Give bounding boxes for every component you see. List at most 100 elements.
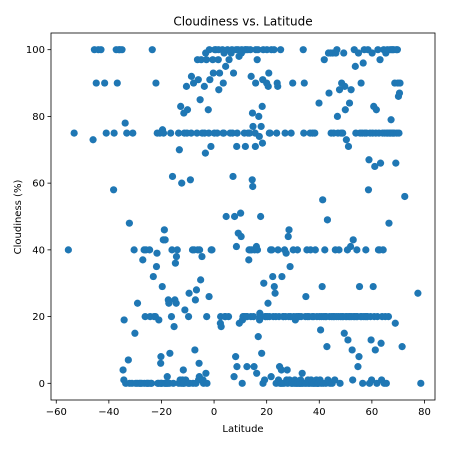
- data-point: [183, 106, 192, 114]
- data-point: [89, 136, 97, 144]
- data-point: [168, 246, 176, 254]
- data-point: [230, 373, 238, 381]
- data-point: [248, 176, 256, 184]
- data-point: [335, 246, 343, 254]
- data-point: [155, 316, 163, 324]
- data-point: [302, 292, 310, 301]
- data-point: [163, 373, 171, 381]
- data-point: [344, 336, 352, 344]
- x-tick-label: 20: [260, 407, 273, 418]
- data-point: [355, 353, 363, 361]
- data-point: [64, 246, 72, 254]
- data-point: [379, 246, 387, 254]
- data-point: [347, 86, 355, 94]
- data-point: [362, 246, 370, 254]
- data-point: [395, 129, 403, 137]
- data-point: [193, 129, 201, 137]
- x-tick-label: 0: [211, 407, 217, 418]
- data-point: [357, 79, 365, 87]
- data-point: [274, 82, 282, 90]
- data-point: [355, 282, 364, 291]
- data-point: [395, 89, 404, 97]
- data-point: [258, 349, 266, 357]
- data-point: [237, 232, 245, 241]
- data-point: [233, 129, 241, 137]
- data-point: [130, 246, 138, 254]
- data-point: [385, 219, 393, 227]
- data-point: [152, 79, 160, 87]
- data-point: [414, 289, 422, 297]
- x-tick-label: 60: [366, 407, 379, 418]
- data-point: [229, 69, 238, 77]
- data-point: [257, 122, 265, 131]
- data-point: [289, 79, 297, 87]
- data-point: [278, 272, 286, 281]
- data-point: [219, 79, 227, 87]
- data-point: [333, 46, 341, 54]
- data-point: [341, 82, 349, 90]
- data-point: [161, 236, 169, 244]
- x-tick-label: −20: [151, 407, 172, 418]
- data-point: [255, 132, 263, 141]
- data-point: [186, 176, 194, 184]
- data-point: [178, 179, 186, 187]
- data-point: [205, 129, 213, 137]
- data-point: [284, 232, 292, 241]
- data-point: [237, 209, 245, 217]
- data-point: [197, 276, 205, 284]
- data-point: [311, 129, 319, 137]
- data-point: [277, 366, 285, 374]
- data-point: [249, 312, 258, 321]
- data-point: [374, 46, 382, 54]
- data-point: [139, 256, 147, 264]
- data-point: [247, 72, 255, 80]
- data-point: [282, 249, 290, 257]
- data-point: [201, 149, 209, 157]
- data-point: [97, 46, 105, 54]
- data-point: [149, 272, 157, 281]
- data-point: [266, 129, 274, 137]
- data-point: [283, 366, 291, 374]
- data-point: [192, 286, 201, 294]
- data-point: [391, 319, 399, 327]
- data-point: [260, 279, 268, 287]
- data-point: [197, 56, 205, 64]
- data-point: [209, 56, 217, 64]
- data-point: [101, 79, 109, 87]
- data-point: [182, 82, 191, 90]
- data-point: [191, 296, 199, 304]
- data-point: [265, 69, 273, 77]
- data-point: [398, 343, 406, 351]
- data-point: [204, 106, 212, 114]
- data-point: [368, 376, 376, 384]
- data-point: [382, 379, 390, 387]
- data-point: [271, 289, 279, 297]
- data-point: [299, 46, 307, 54]
- data-point: [222, 62, 230, 70]
- data-point: [172, 299, 180, 307]
- data-point: [233, 142, 241, 151]
- data-point: [181, 306, 189, 314]
- data-point: [102, 129, 110, 137]
- data-point: [238, 379, 246, 387]
- data-point: [417, 379, 425, 387]
- data-point: [300, 129, 308, 137]
- data-point: [377, 339, 385, 347]
- data-point: [392, 159, 400, 167]
- data-point: [232, 353, 240, 361]
- data-point: [172, 252, 181, 261]
- data-point: [270, 46, 278, 54]
- y-tick-label: 80: [32, 112, 45, 123]
- data-point: [205, 46, 213, 54]
- data-point: [194, 76, 202, 84]
- data-point: [120, 316, 128, 324]
- data-point: [387, 116, 395, 124]
- data-point: [251, 142, 259, 151]
- data-point: [319, 196, 327, 204]
- data-point: [345, 99, 354, 107]
- data-point: [318, 282, 326, 291]
- data-point: [191, 346, 199, 354]
- data-point: [195, 359, 203, 367]
- data-point: [233, 363, 241, 371]
